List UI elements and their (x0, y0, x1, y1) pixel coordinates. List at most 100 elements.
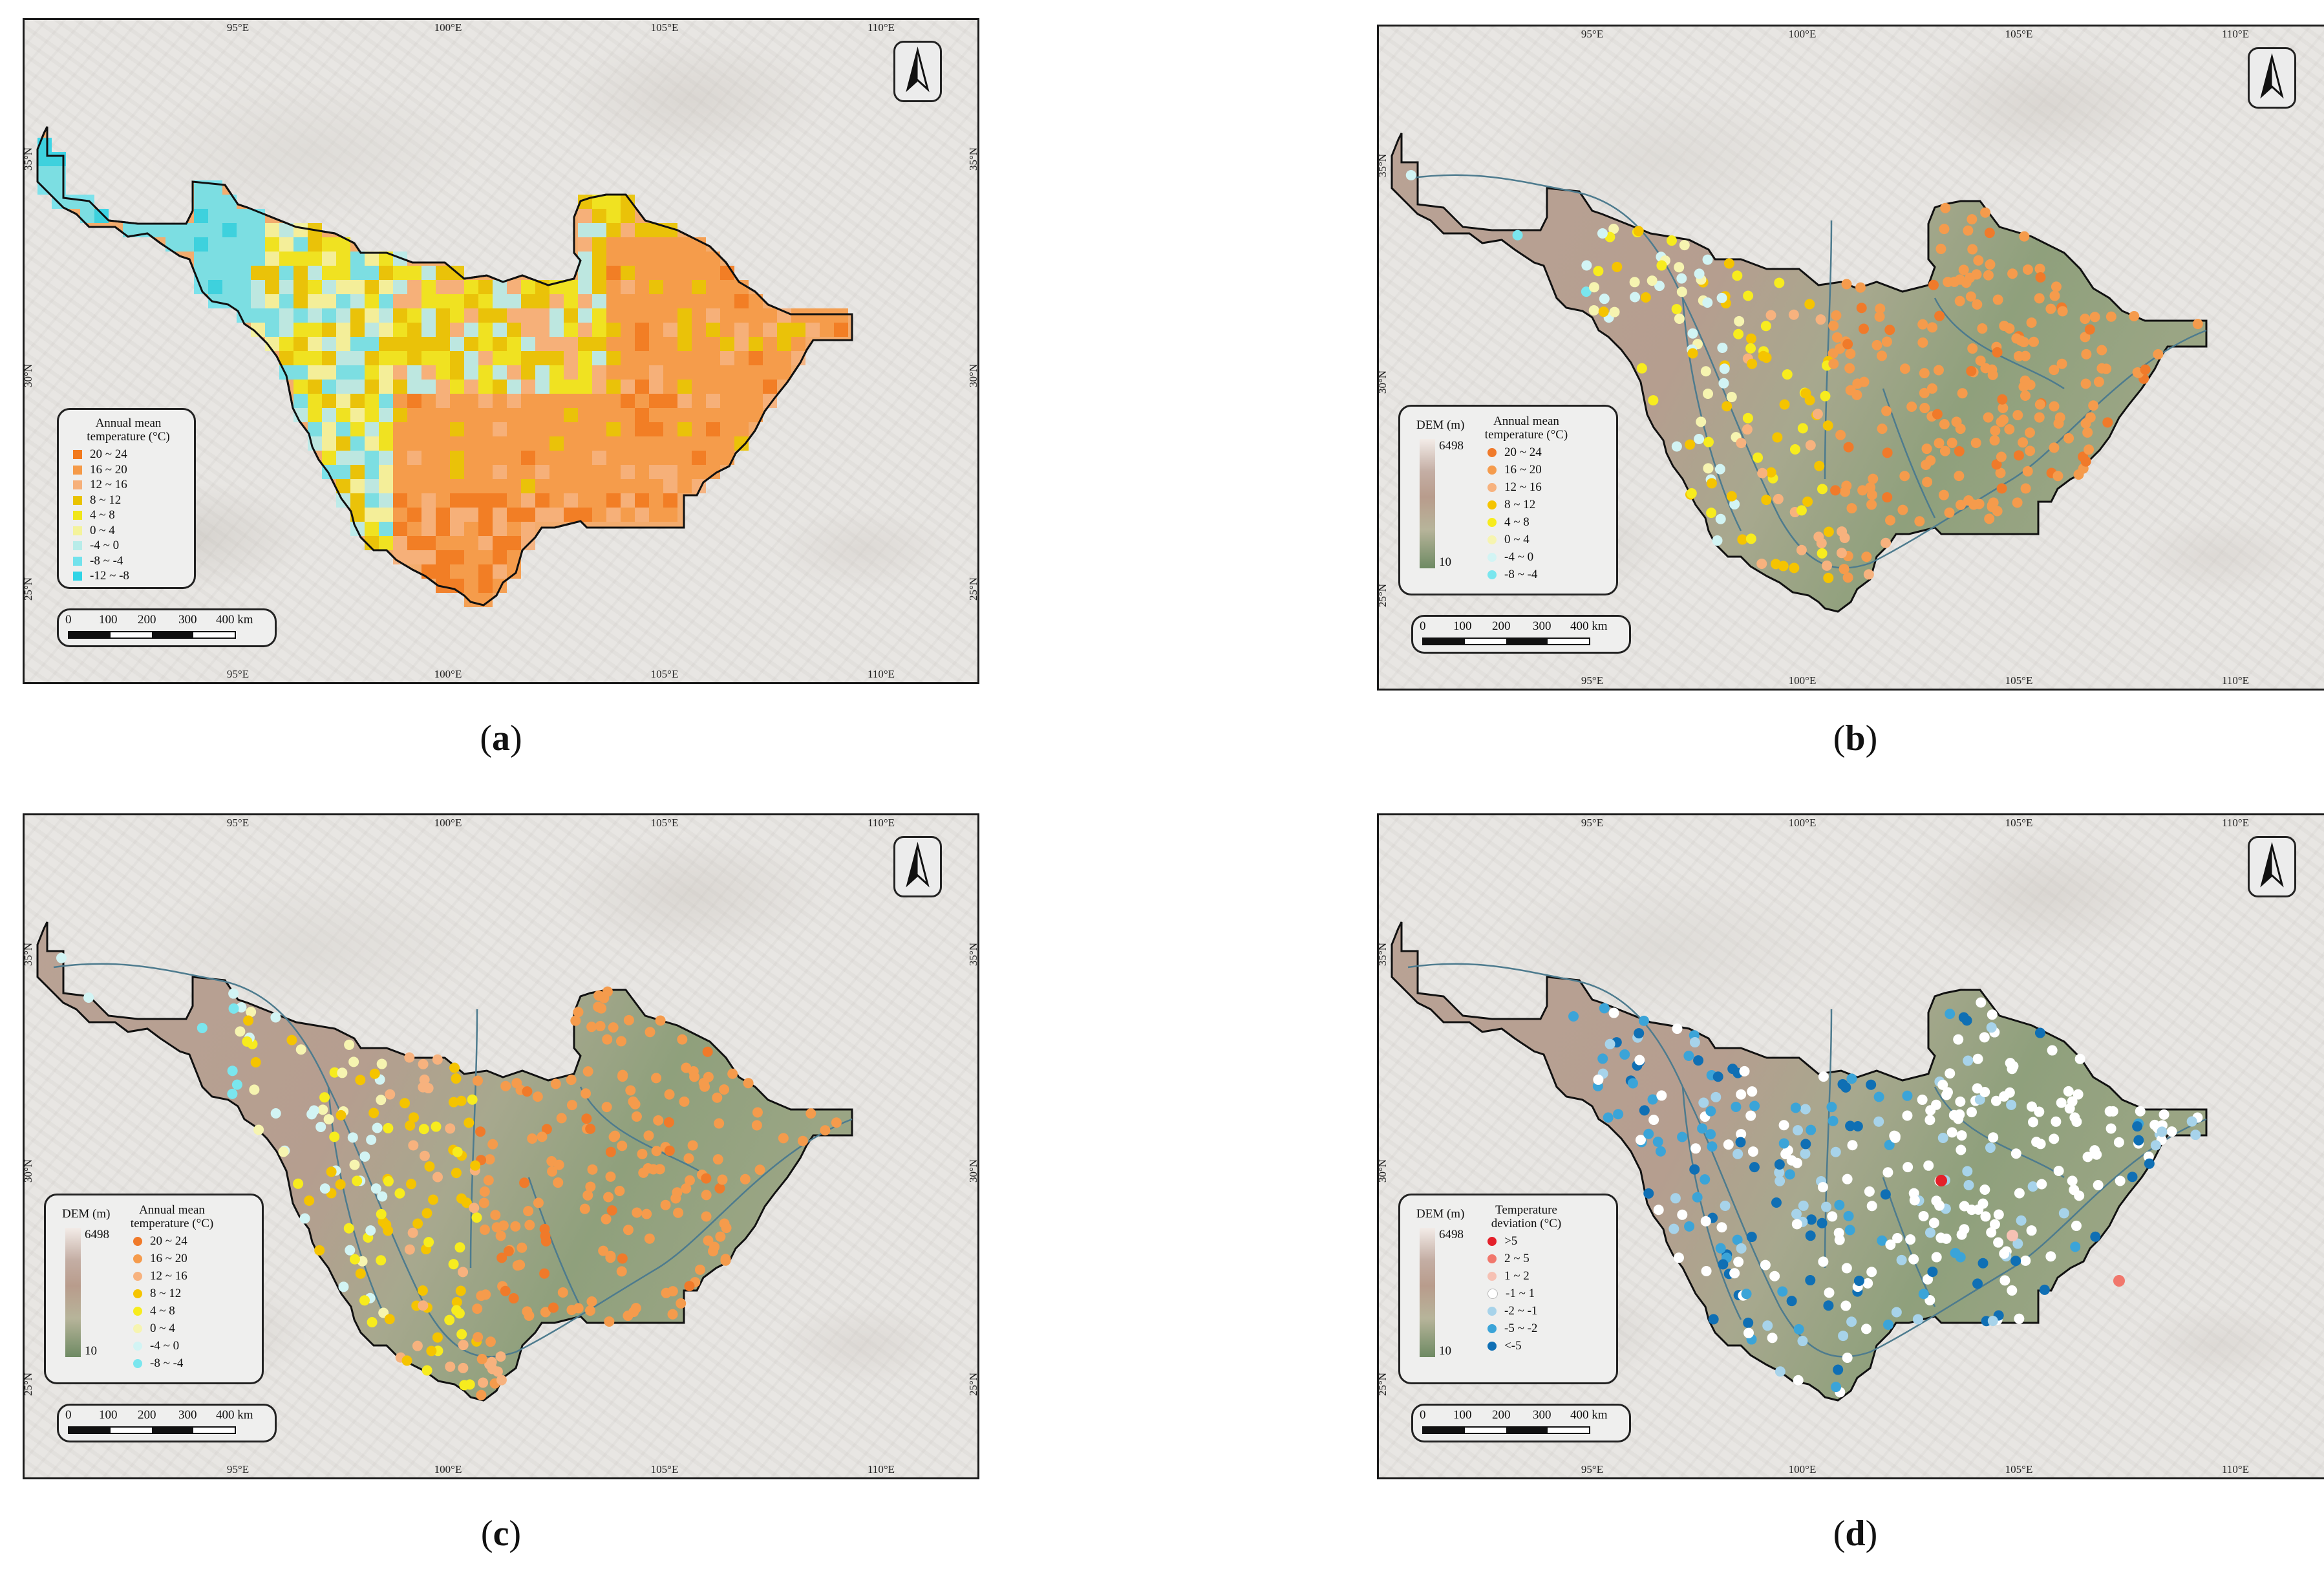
station-point (1741, 1289, 1752, 1300)
station-point (2088, 400, 2099, 411)
longitude-label: 95°E (226, 21, 250, 34)
station-point (1953, 1113, 1964, 1124)
grid-cell (578, 237, 592, 252)
grid-cell (606, 394, 621, 408)
grid-cell (450, 365, 464, 380)
dem-max-label: 6498 (1439, 1228, 1464, 1241)
station-point (740, 1173, 751, 1184)
station-point (1760, 1259, 1771, 1270)
station-point (479, 1224, 490, 1235)
scale-label: 100 (1453, 1408, 1472, 1422)
grid-cell (507, 493, 521, 508)
grid-cell (464, 579, 478, 593)
station-point (581, 1088, 592, 1099)
station-point (1970, 437, 1981, 448)
grid-cell (365, 280, 379, 294)
grid-cell (763, 337, 777, 351)
station-point (227, 1066, 238, 1077)
grid-cell (336, 252, 350, 266)
grid-cell (322, 351, 336, 365)
station-point (679, 1096, 690, 1107)
station-point (1834, 1234, 1845, 1245)
latitude-label: 30°N (23, 1159, 35, 1183)
station-point (1987, 1315, 1998, 1326)
grid-cell (578, 252, 592, 266)
station-point (1706, 508, 1717, 519)
station-point (1828, 320, 1839, 331)
station-point (1963, 225, 1974, 236)
station-point (2026, 317, 2037, 328)
station-point (1774, 1167, 1785, 1178)
station-point (2045, 303, 2056, 314)
station-point (2011, 333, 2022, 344)
grid-cell (421, 479, 436, 493)
station-point (1816, 538, 1827, 549)
station-point (1866, 1267, 1877, 1278)
legend-label: 16 ~ 20 (1504, 463, 1542, 477)
station-point (608, 1022, 619, 1033)
grid-cell (421, 465, 436, 479)
legend-item: -8 ~ -4 (133, 1356, 183, 1371)
grid-cell (336, 280, 350, 294)
station-point (2047, 1045, 2058, 1056)
station-point (1986, 1022, 1997, 1033)
grid-cell (379, 508, 393, 522)
station-point (1817, 484, 1828, 495)
grid-cell (692, 451, 706, 465)
grid-cell (606, 451, 621, 465)
grid-cell (621, 237, 635, 252)
dem-colorbar (65, 1228, 81, 1357)
grid-cell (507, 436, 521, 451)
grid-cell (635, 223, 649, 237)
station-point (2057, 306, 2068, 317)
scale-label: 0 (1420, 619, 1426, 633)
station-point (419, 1150, 430, 1161)
grid-cell (379, 323, 393, 337)
station-point (1918, 1210, 1929, 1221)
station-point (743, 1078, 754, 1089)
latitude-label: 30°N (1377, 1159, 1389, 1183)
station-point (1739, 1066, 1750, 1077)
station-point (401, 1355, 412, 1366)
station-point (1979, 1184, 1990, 1195)
grid-cell (791, 337, 805, 351)
station-point (632, 1207, 643, 1218)
grid-cell (37, 166, 52, 180)
station-point (1992, 347, 2003, 358)
grid-cell (564, 479, 578, 493)
station-point (1778, 1138, 1789, 1149)
grid-cell (493, 280, 507, 294)
station-point (1703, 436, 1714, 447)
grid-cell (393, 266, 407, 280)
grid-cell (208, 237, 222, 252)
scale-label: 200 (1492, 619, 1511, 633)
grid-cell (365, 536, 379, 550)
station-point (1842, 1173, 1853, 1184)
station-point (2025, 380, 2036, 391)
station-point (2049, 1133, 2060, 1144)
station-point (573, 1303, 584, 1314)
grid-cell (493, 308, 507, 323)
station-point (426, 1345, 437, 1356)
station-point (336, 1109, 346, 1120)
grid-cell (564, 465, 578, 479)
scale-label: 400 km (216, 1408, 253, 1422)
station-point (701, 1190, 712, 1201)
station-point (1846, 1316, 1857, 1327)
grid-cell (578, 308, 592, 323)
dem-colorbar (1420, 1228, 1435, 1357)
station-point (2026, 1225, 2037, 1236)
station-point (2192, 319, 2203, 330)
grid-cell (663, 308, 677, 323)
grid-cell (464, 479, 478, 493)
station-point (2093, 1179, 2104, 1190)
grid-cell (450, 465, 464, 479)
station-point (1735, 1137, 1746, 1148)
station-point (235, 1026, 246, 1037)
station-point (231, 1079, 242, 1090)
station-point (615, 1036, 626, 1047)
grid-cell (493, 422, 507, 436)
legend-label: 4 ~ 8 (90, 508, 115, 522)
grid-cell (649, 266, 663, 280)
station-point (1723, 258, 1734, 269)
